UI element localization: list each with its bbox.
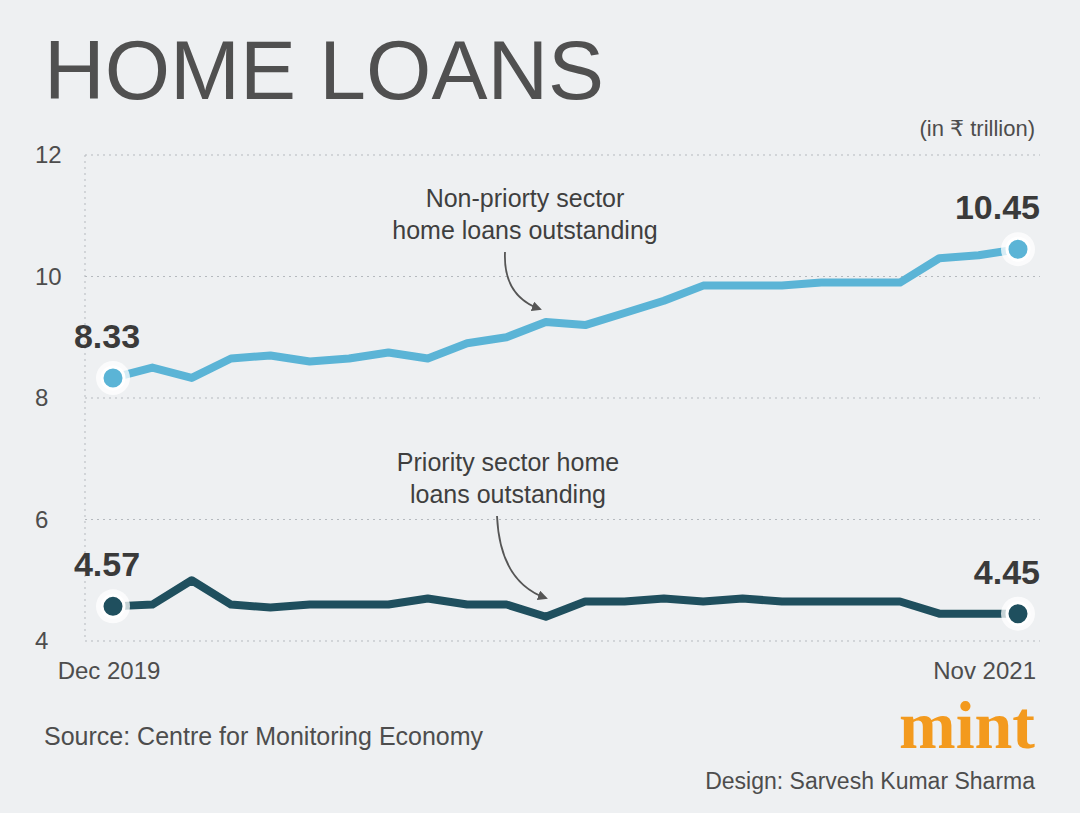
svg-text:4.45: 4.45 [974, 553, 1040, 591]
svg-text:10: 10 [35, 263, 62, 290]
svg-text:8.33: 8.33 [74, 317, 140, 355]
html-text:Non-priorty sector home loans: Non-priorty sector home loans outstandin… [392, 184, 658, 244]
html-text:(in ₹ trillion): (in ₹ trillion) [919, 116, 1035, 141]
svg-text:Dec 2019: Dec 2019 [58, 657, 161, 684]
svg-text:4: 4 [35, 627, 48, 654]
svg-text:8: 8 [35, 384, 48, 411]
svg-text:10.45: 10.45 [955, 188, 1040, 226]
html-text:Priority sector home loans out: Priority sector home loans outstanding [396, 448, 620, 508]
svg-text:4.57: 4.57 [74, 545, 140, 583]
svg-text:12: 12 [35, 141, 62, 168]
html-text:HOME LOANS: HOME LOANS [44, 23, 605, 117]
html-text:mint: mint [899, 687, 1035, 763]
svg-text:Nov 2021: Nov 2021 [933, 657, 1036, 684]
html-text:Source: Centre for Monitoring: Source: Centre for Monitoring Economy [44, 722, 484, 750]
svg-text:6: 6 [35, 506, 48, 533]
html-text:Design: Sarvesh Kumar Sharma: Design: Sarvesh Kumar Sharma [705, 768, 1035, 794]
